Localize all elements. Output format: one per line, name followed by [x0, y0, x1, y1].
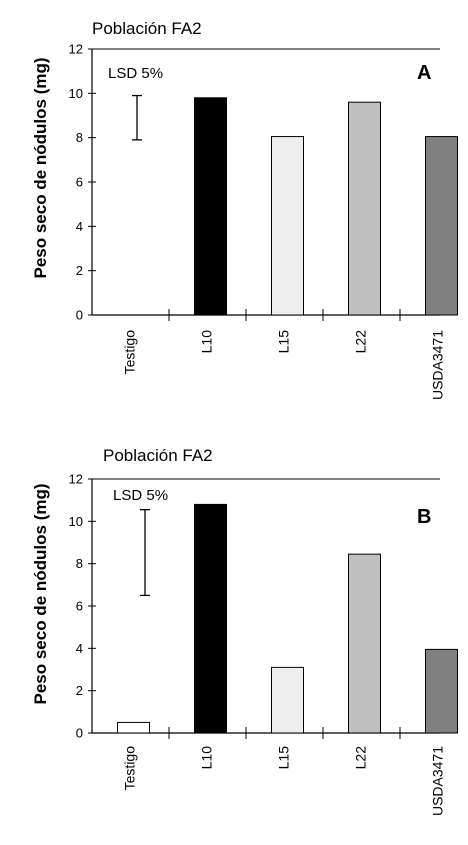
bar-l15 — [271, 136, 304, 316]
bar-usda3471 — [425, 648, 458, 734]
bar-l15 — [271, 666, 304, 734]
y-tick-label: 6 — [76, 175, 83, 190]
chart-panel-b: Peso seco de nódulos (mg) Población FA2 … — [31, 446, 458, 816]
chart-title: Población FA2 — [103, 446, 213, 465]
lsd-label: LSD 5% — [113, 487, 168, 504]
y-axis-label: Peso seco de nódulos (mg) — [31, 57, 50, 278]
panel-label: A — [417, 62, 431, 84]
category-label: L22 — [353, 746, 369, 770]
bar-l22 — [348, 101, 381, 316]
bar-usda3471 — [425, 136, 458, 316]
y-tick-label: 0 — [76, 308, 83, 323]
panel-label: B — [417, 506, 431, 528]
y-tick-label: 4 — [76, 641, 83, 656]
category-label: L10 — [199, 746, 215, 770]
bar-l22 — [348, 553, 381, 734]
category-label: L15 — [276, 746, 292, 770]
bar-l10 — [194, 97, 227, 316]
y-tick-label: 12 — [69, 42, 83, 57]
y-tick-label: 10 — [69, 86, 83, 101]
y-tick-label: 4 — [76, 219, 83, 234]
category-label: USDA3471 — [430, 330, 446, 400]
category-label: L10 — [199, 330, 215, 354]
y-tick-label: 6 — [76, 599, 83, 614]
y-axis-label: Peso seco de nódulos (mg) — [31, 483, 50, 704]
y-tick-label: 10 — [69, 514, 83, 529]
chart-title: Población FA2 — [92, 19, 202, 38]
chart-panel-a: Peso seco de nódulos (mg) Población FA2 … — [31, 19, 458, 400]
lsd-label: LSD 5% — [108, 65, 163, 82]
category-label: Testigo — [122, 746, 138, 791]
y-tick-label: 2 — [76, 263, 83, 278]
y-tick-label: 8 — [76, 130, 83, 145]
y-tick-label: 8 — [76, 556, 83, 571]
bar-l10 — [194, 503, 227, 734]
y-tick-label: 0 — [76, 726, 83, 741]
y-tick-label: 2 — [76, 683, 83, 698]
category-label: USDA3471 — [430, 746, 446, 816]
bar-testigo — [117, 721, 150, 734]
category-label: Testigo — [122, 330, 138, 375]
category-label: L22 — [353, 330, 369, 354]
category-label: L15 — [276, 330, 292, 354]
y-tick-label: 12 — [69, 472, 83, 487]
